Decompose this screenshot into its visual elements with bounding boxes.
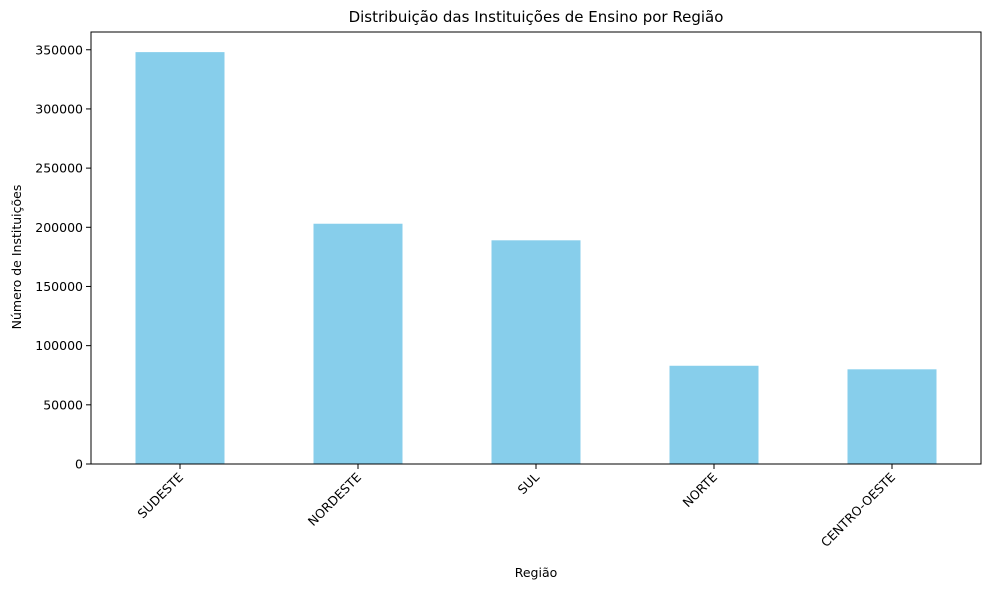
x-axis-ticks: SUDESTE NORDESTE SUL NORTE CENTRO-OESTE: [134, 464, 898, 550]
bar-norte: [669, 365, 759, 464]
x-tick-label: SUDESTE: [134, 469, 186, 521]
y-axis-ticks: 0 50000 100000 150000 200000 250000 300000 3500…: [35, 42, 91, 472]
bar-centro-oeste: [847, 369, 937, 464]
chart-title: Distribuição das Instituições de Ensino …: [349, 8, 724, 26]
x-tick-label: SUL: [514, 469, 542, 497]
y-tick-label: 250000: [35, 161, 83, 176]
y-axis-label: Número de Instituições: [9, 185, 24, 330]
y-tick-label: 0: [75, 457, 83, 472]
bar-sul: [491, 240, 581, 464]
y-tick-label: 150000: [35, 279, 83, 294]
bar-sudeste: [135, 52, 225, 465]
y-tick-label: 350000: [35, 42, 83, 57]
bar-nordeste: [313, 223, 403, 464]
x-axis-label: Região: [515, 565, 558, 580]
bars-group: [135, 52, 937, 465]
plot-frame: [90, 31, 982, 465]
y-tick-label: 100000: [35, 338, 83, 353]
x-tick-label: NORDESTE: [305, 469, 364, 528]
y-tick-label: 200000: [35, 220, 83, 235]
x-tick-label: CENTRO-OESTE: [818, 469, 898, 549]
x-tick-label: NORTE: [679, 469, 720, 510]
y-tick-label: 300000: [35, 101, 83, 116]
y-tick-label: 50000: [43, 397, 83, 412]
